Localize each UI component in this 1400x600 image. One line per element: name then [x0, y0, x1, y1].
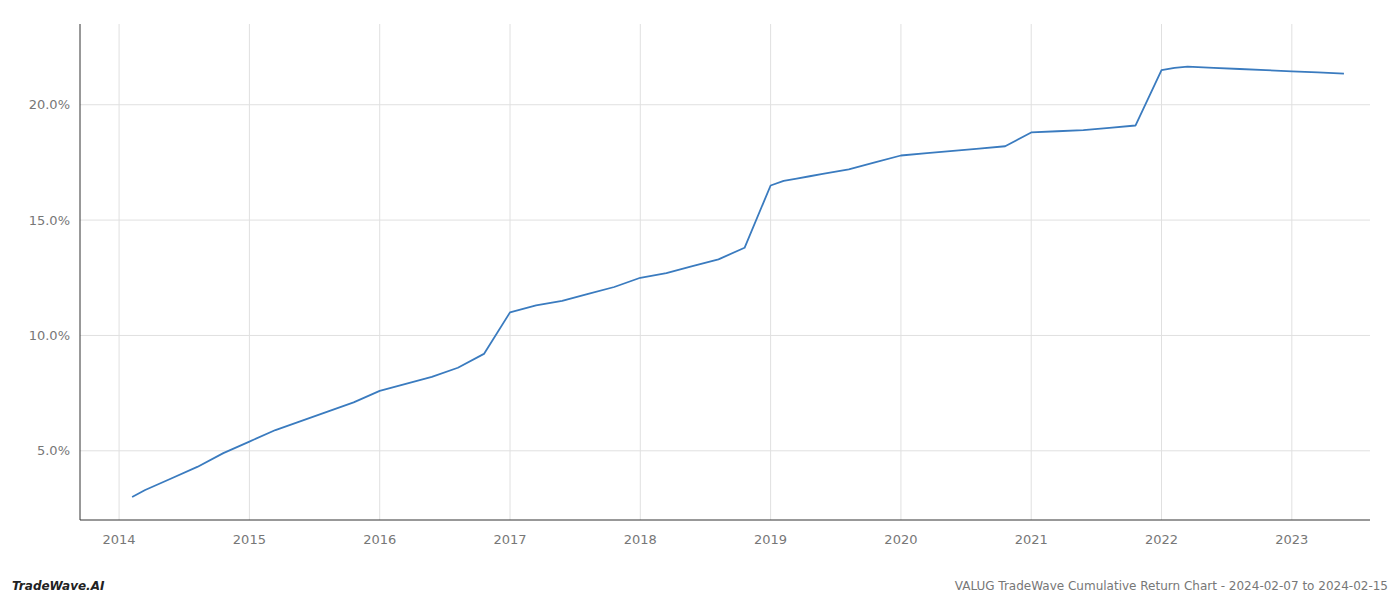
y-tick-label: 5.0% [37, 443, 70, 458]
chart: 2014 2015 2016 2017 2018 2019 2020 2021 2022 2023… [0, 0, 1400, 600]
x-grid-line [1031, 24, 1032, 520]
y-grid-line [80, 104, 1370, 105]
x-tick-label: 2015 [233, 532, 266, 547]
x-grid-line [249, 24, 250, 520]
x-grid-line [379, 24, 380, 520]
tick-labels: 2014 2015 2016 2017 2018 2019 2020 2021 2022 2023… [29, 97, 1309, 547]
x-tick-label: 2016 [363, 532, 396, 547]
x-tick-label: 2014 [103, 532, 136, 547]
data-group [132, 67, 1344, 497]
x-grid-line [1161, 24, 1162, 520]
x-grid-line [900, 24, 901, 520]
x-grid-line [119, 24, 120, 520]
y-tick-label: 20.0% [29, 97, 70, 112]
x-axis-line [80, 520, 1370, 521]
x-tick-label: 2018 [624, 532, 657, 547]
x-grid-line [510, 24, 511, 520]
x-tick-label: 2017 [493, 532, 526, 547]
x-grid-line [1291, 24, 1292, 520]
line [132, 67, 1344, 497]
y-grid-line [80, 450, 1370, 451]
x-grid-line [640, 24, 641, 520]
x-tick-label: 2022 [1145, 532, 1178, 547]
y-grid-line [80, 335, 1370, 336]
y-tick-label: 10.0% [29, 328, 70, 343]
x-grid-line [770, 24, 771, 520]
x-tick-label: 2020 [884, 532, 917, 547]
x-tick-label: 2019 [754, 532, 787, 547]
x-tick-label: 2023 [1275, 532, 1308, 547]
footer-left: TradeWave.AI [12, 579, 105, 593]
y-tick-label: 15.0% [29, 213, 70, 228]
y-axis-line [80, 24, 81, 520]
y-grid-line [80, 220, 1370, 221]
x-tick-label: 2021 [1015, 532, 1048, 547]
footer-right: VALUG TradeWave Cumulative Return Chart … [955, 579, 1388, 593]
grid [80, 24, 1370, 520]
